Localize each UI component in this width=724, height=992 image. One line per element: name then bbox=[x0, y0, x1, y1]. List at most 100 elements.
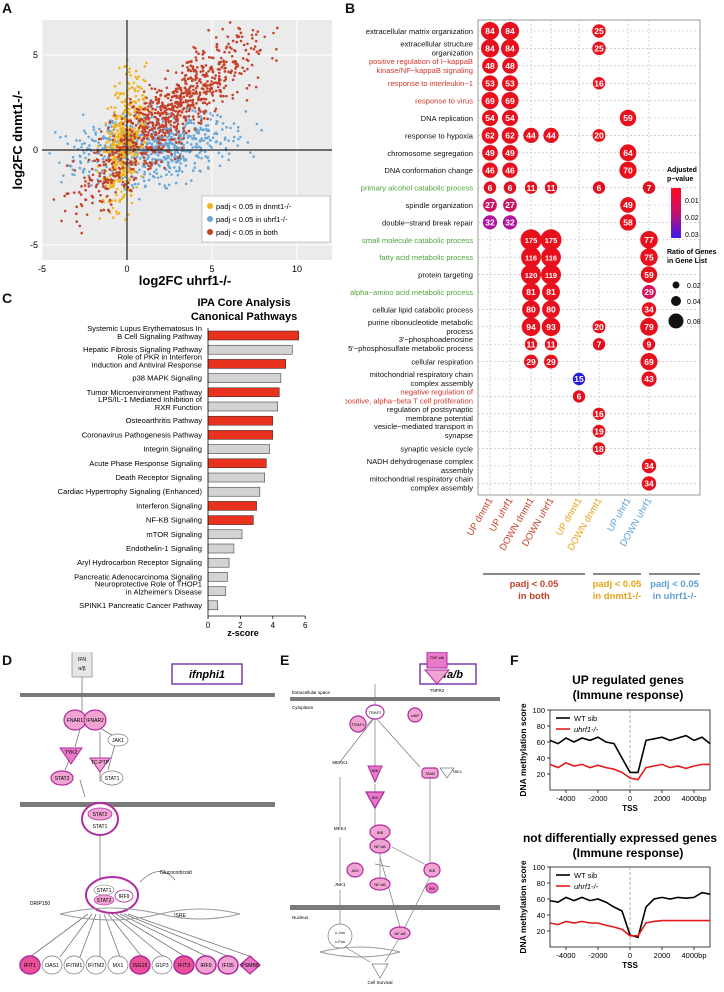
dot-mark bbox=[483, 181, 497, 194]
bar-category-label: Death Receptor Signaling bbox=[115, 473, 202, 482]
dot-value: 34 bbox=[644, 305, 654, 315]
bar-category-label: Osteoarthritis Pathway bbox=[126, 416, 203, 425]
panel-label-f: F bbox=[510, 652, 519, 668]
profile-y-tick: 60 bbox=[537, 738, 545, 747]
dot-mark bbox=[541, 264, 561, 285]
dot-value: 29 bbox=[546, 357, 556, 367]
node-nik bbox=[367, 765, 383, 784]
dot-value: 25 bbox=[594, 26, 604, 36]
dotplot-terms: extracellular matrix organization extrace… bbox=[345, 27, 474, 492]
padj-tick-2: 0.02 bbox=[685, 215, 699, 222]
dot-value: 6 bbox=[508, 183, 513, 193]
dot-mark bbox=[541, 247, 561, 268]
dot-mark bbox=[640, 353, 658, 371]
legend-uhrf1-label: uhrf1-/- bbox=[574, 882, 599, 891]
series-uhrf1 bbox=[549, 761, 710, 781]
bar-category-label: B Cell Signaling Pathway bbox=[117, 332, 202, 341]
dot-mark bbox=[524, 354, 538, 369]
dot-value: 46 bbox=[485, 165, 495, 175]
legend-label-both: padj < 0.05 in both bbox=[216, 228, 278, 237]
bar-mark bbox=[207, 543, 235, 554]
dot-value: 175 bbox=[545, 236, 558, 245]
dot-value: 116 bbox=[545, 253, 557, 262]
dot-mark bbox=[481, 127, 499, 144]
dot-mark bbox=[641, 476, 657, 491]
dot-value: 29 bbox=[526, 357, 536, 367]
panel-label-d: D bbox=[2, 652, 13, 668]
bar-category-label: Systemic Lupus Erythematosus In bbox=[87, 324, 202, 333]
dot-mark bbox=[522, 283, 540, 301]
dot-value: 7 bbox=[647, 183, 652, 193]
legend-dot-dnmt1 bbox=[207, 203, 213, 209]
y-tick-label: 5 bbox=[33, 50, 38, 60]
ratio-dot-small bbox=[672, 281, 680, 289]
node-target bbox=[107, 955, 129, 975]
term-label: 3'−phosphoadenosine bbox=[399, 335, 473, 344]
profile-x-label: TSS bbox=[622, 961, 638, 970]
dot-value: 80 bbox=[526, 305, 536, 315]
term-label: regulation of postsynaptic bbox=[387, 405, 473, 414]
bar-mark bbox=[207, 486, 261, 497]
dot-mark bbox=[481, 75, 499, 92]
term-label: response to hypoxia bbox=[405, 131, 474, 140]
node-target bbox=[151, 955, 173, 975]
dot-value: 25 bbox=[594, 44, 604, 54]
panel-a-scatter: -5 0 5 10 5 0 -5 log2FC uhrf1-/- log2FC dnmt1… bbox=[10, 20, 332, 288]
profile-x-tick: -2000 bbox=[588, 794, 607, 803]
term-label: small molecule catabolic process bbox=[362, 236, 473, 245]
dot-value: 32 bbox=[505, 218, 515, 228]
term-label: positive regulation of I−kappaB bbox=[369, 57, 473, 66]
dot-mark bbox=[640, 317, 658, 336]
dot-mark bbox=[592, 442, 606, 455]
dot-mark bbox=[619, 144, 637, 162]
label-stat2-a: STAT2 bbox=[55, 776, 70, 782]
gene-label-box-d bbox=[171, 663, 243, 685]
label-traf2: TRAF2 bbox=[369, 710, 382, 715]
bar-category-label: in Alzheimer's Disease bbox=[126, 588, 202, 597]
node-cell-survival bbox=[371, 963, 389, 979]
dot-mark bbox=[521, 247, 541, 268]
ratio-tick-3: 0.08 bbox=[687, 319, 701, 326]
legend-label-dnmt1: padj < 0.05 in dnmt1-/- bbox=[216, 202, 292, 211]
dot-value: 49 bbox=[505, 148, 515, 158]
label-ikb-b: IKB bbox=[429, 868, 436, 873]
dot-mark bbox=[592, 338, 606, 351]
bar-category-label: SPINK1 Pancreatic Cancer Pathway bbox=[79, 601, 202, 610]
bar-category-label: Cardiac Hypertrophy Signaling (Enhanced) bbox=[58, 487, 203, 496]
barchart-bars: Systemic Lupus Erythematosus InB Cell Si… bbox=[58, 324, 299, 611]
dot-value: 81 bbox=[546, 287, 556, 297]
term-label: vesicle−mediated transport in bbox=[374, 422, 473, 431]
dot-value: 32 bbox=[485, 218, 495, 228]
label-stat1-a: STAT1 bbox=[105, 776, 120, 782]
group-label-1: padj < 0.05 bbox=[593, 579, 643, 590]
dotplot-legend-ratio: Ratio of Genes in Gene List 0.02 0.04 0.0… bbox=[667, 249, 717, 329]
padj-tick-1: 0.01 bbox=[685, 198, 699, 205]
dot-value: 49 bbox=[623, 200, 633, 210]
node-tbk1 bbox=[439, 767, 455, 779]
dot-mark bbox=[540, 229, 562, 251]
dot-value: 116 bbox=[525, 253, 537, 262]
membrane-nuclear bbox=[20, 802, 275, 807]
dot-value: 48 bbox=[505, 61, 515, 71]
dot-value: 9 bbox=[647, 339, 652, 349]
bar-x-tick: 2 bbox=[238, 621, 243, 630]
dot-mark bbox=[501, 75, 519, 92]
dot-value: 11 bbox=[527, 183, 536, 193]
dot-mark bbox=[480, 21, 500, 41]
dot-mark bbox=[642, 285, 656, 299]
dot-mark bbox=[500, 21, 520, 41]
node-nfkb-b bbox=[369, 877, 391, 891]
panel-d-pathway: ifnphi1 IFN α/β FNAR1 IFNAR2 JAK1 TYK2 T… bbox=[19, 652, 275, 975]
dot-value: 34 bbox=[644, 461, 654, 471]
bar-category-label: Role of PKR in Interferon bbox=[118, 352, 202, 361]
dot-mark bbox=[620, 197, 636, 213]
profile-y-tick: 60 bbox=[537, 895, 545, 904]
bar-mark bbox=[207, 600, 218, 611]
dot-value: 53 bbox=[505, 78, 515, 88]
node-target bbox=[63, 955, 85, 975]
term-label: response to virus bbox=[415, 97, 473, 106]
dot-mark bbox=[592, 424, 606, 438]
dot-value: 11 bbox=[527, 339, 536, 349]
dot-value: 84 bbox=[505, 44, 515, 54]
dot-value: 15 bbox=[574, 374, 584, 384]
